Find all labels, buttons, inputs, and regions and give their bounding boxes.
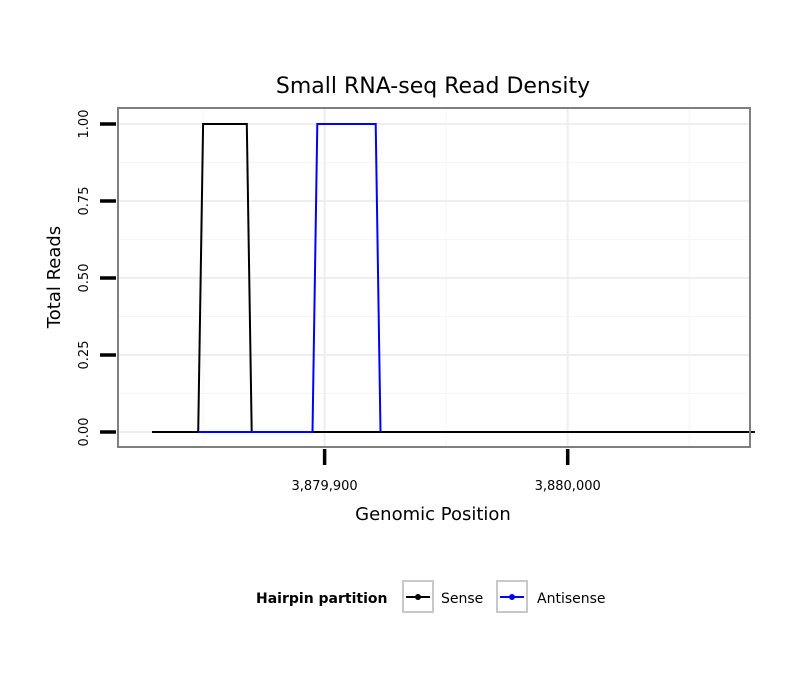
y-tick-label: 1.00 <box>77 110 92 139</box>
major-gridlines <box>118 108 750 447</box>
plot-panel-border <box>117 107 751 448</box>
legend-title: Hairpin partition <box>256 591 387 607</box>
legend-point-antisense <box>509 594 515 600</box>
y-tick-label: 0.50 <box>77 264 92 293</box>
legend-label-antisense: Antisense <box>537 591 606 607</box>
legend: Hairpin partition Sense Antisense <box>256 580 606 613</box>
chart-title: Small RNA-seq Read Density <box>276 74 590 99</box>
y-axis-label: Total Reads <box>44 226 65 329</box>
legend-item-sense: Sense <box>402 580 483 613</box>
legend-label-sense: Sense <box>441 591 483 607</box>
y-axis: 0.00 0.25 0.50 0.75 1.00 <box>77 110 116 447</box>
series-layer <box>152 123 755 433</box>
x-axis-label: Genomic Position <box>355 504 511 525</box>
x-axis: 3,879,900 3,880,000 <box>292 449 601 494</box>
x-tick-label: 3,879,900 <box>292 479 358 494</box>
y-tick-label: 0.25 <box>77 341 92 370</box>
y-tick-label: 0.75 <box>77 187 92 216</box>
series-line-antisense <box>198 123 382 433</box>
legend-item-antisense: Antisense <box>496 580 606 613</box>
x-tick-label: 3,880,000 <box>535 479 601 494</box>
y-tick-label: 0.00 <box>77 418 92 447</box>
legend-point-sense <box>415 594 421 600</box>
series-line-sense <box>152 123 755 433</box>
